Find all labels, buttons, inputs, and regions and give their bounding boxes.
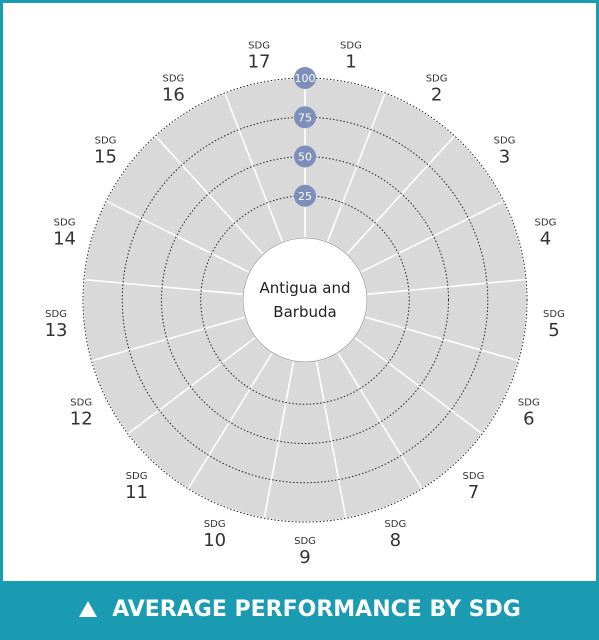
- tick-label: 25: [298, 190, 312, 203]
- category-prefix: SDG: [340, 40, 362, 51]
- category-label: 3: [499, 146, 510, 167]
- center-label: Antigua and Barbuda: [259, 279, 350, 321]
- grid-ring: [82, 77, 528, 523]
- category-prefix: SDG: [426, 73, 448, 84]
- category-label: 10: [203, 530, 226, 551]
- category-label: 11: [125, 482, 148, 503]
- category-label: 2: [431, 84, 442, 105]
- category-label: 12: [70, 408, 93, 429]
- category-prefix: SDG: [535, 218, 557, 229]
- category-prefix: SDG: [384, 519, 406, 530]
- category-label: 13: [45, 320, 68, 341]
- tick-label: 75: [298, 111, 312, 124]
- tick-badge: [294, 145, 316, 168]
- footer-banner: AVERAGE PERFORMANCE BY SDG: [3, 581, 596, 637]
- category-label: 14: [53, 229, 76, 250]
- category-label: 5: [548, 320, 559, 341]
- category-prefix: SDG: [248, 40, 270, 51]
- triangle-icon: [79, 601, 98, 617]
- category-prefix: SDG: [494, 135, 516, 146]
- category-label: 4: [540, 229, 551, 250]
- category-prefix: SDG: [543, 309, 565, 320]
- category-prefix: SDG: [45, 309, 67, 320]
- category-label: 7: [468, 482, 479, 503]
- chart: Antigua and BarbudaSDG1SDG2SDG3SDG4SDG5SD…: [45, 40, 565, 568]
- tick-label: 50: [298, 151, 312, 164]
- category-label: 15: [94, 146, 117, 167]
- tick-badge: [294, 106, 316, 129]
- category-prefix: SDG: [463, 471, 485, 482]
- category-prefix: SDG: [70, 397, 92, 408]
- category-prefix: SDG: [204, 519, 226, 530]
- footer-title: AVERAGE PERFORMANCE BY SDG: [112, 596, 521, 622]
- category-label: 16: [162, 84, 185, 105]
- category-prefix: SDG: [126, 471, 148, 482]
- category-prefix: SDG: [95, 135, 117, 146]
- category-prefix: SDG: [294, 536, 316, 547]
- category-prefix: SDG: [518, 397, 540, 408]
- category-label: 6: [523, 408, 534, 429]
- category-label: 1: [345, 51, 356, 72]
- grid-ring: [121, 116, 489, 484]
- category-label: 17: [248, 51, 271, 72]
- center-circle: [242, 237, 368, 363]
- category-prefix: SDG: [54, 218, 76, 229]
- tick-badge: [294, 67, 316, 89]
- category-prefix: SDG: [162, 73, 184, 84]
- tick-label: 100: [295, 72, 316, 85]
- category-label: 8: [390, 530, 401, 551]
- tick-badge: [294, 184, 316, 207]
- category-label: 9: [299, 547, 310, 568]
